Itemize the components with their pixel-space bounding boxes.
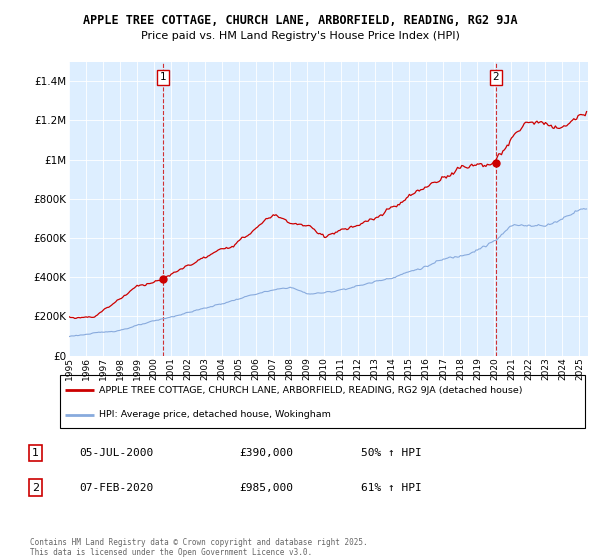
Text: £985,000: £985,000 — [240, 483, 294, 493]
Text: £390,000: £390,000 — [240, 448, 294, 458]
Text: 50% ↑ HPI: 50% ↑ HPI — [361, 448, 422, 458]
Text: Contains HM Land Registry data © Crown copyright and database right 2025.
This d: Contains HM Land Registry data © Crown c… — [30, 538, 368, 557]
Text: 2: 2 — [493, 72, 499, 82]
Text: 2: 2 — [32, 483, 39, 493]
Text: APPLE TREE COTTAGE, CHURCH LANE, ARBORFIELD, READING, RG2 9JA: APPLE TREE COTTAGE, CHURCH LANE, ARBORFI… — [83, 14, 517, 27]
Text: HPI: Average price, detached house, Wokingham: HPI: Average price, detached house, Woki… — [100, 410, 331, 419]
Text: 07-FEB-2020: 07-FEB-2020 — [80, 483, 154, 493]
Text: Price paid vs. HM Land Registry's House Price Index (HPI): Price paid vs. HM Land Registry's House … — [140, 31, 460, 41]
Text: 05-JUL-2000: 05-JUL-2000 — [80, 448, 154, 458]
Text: 61% ↑ HPI: 61% ↑ HPI — [361, 483, 422, 493]
Text: 1: 1 — [32, 448, 39, 458]
Text: APPLE TREE COTTAGE, CHURCH LANE, ARBORFIELD, READING, RG2 9JA (detached house): APPLE TREE COTTAGE, CHURCH LANE, ARBORFI… — [100, 386, 523, 395]
Text: 1: 1 — [160, 72, 167, 82]
